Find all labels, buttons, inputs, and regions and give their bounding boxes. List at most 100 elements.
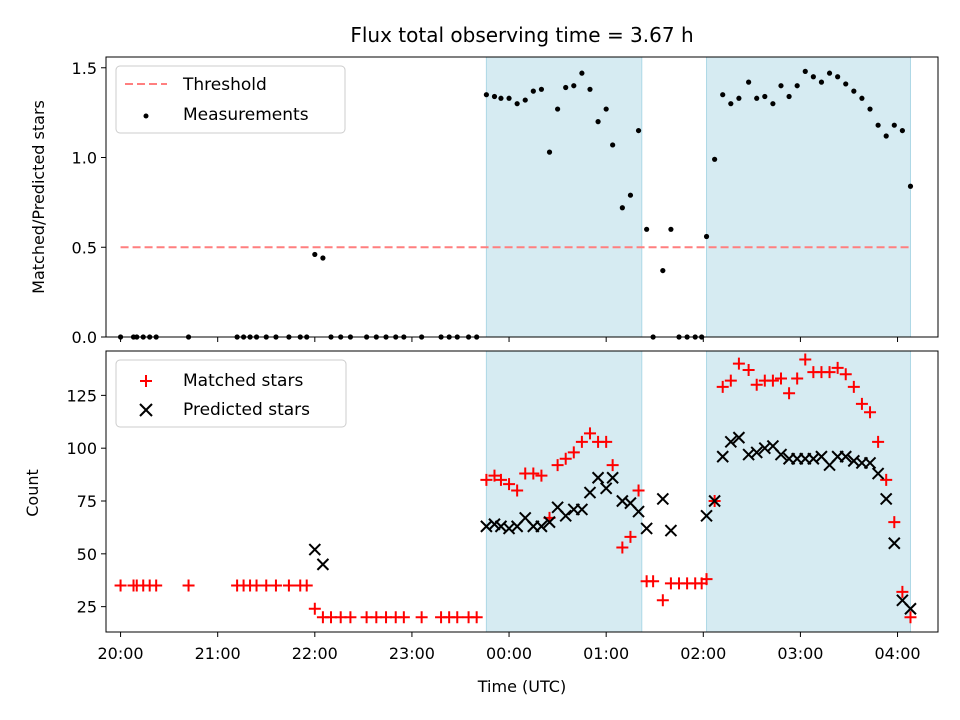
- bottom-predicted-point-18: [606, 471, 619, 484]
- bottom-matched-point-36: [511, 484, 524, 497]
- bottom-y-tick-label-2: 75: [77, 492, 97, 511]
- bottom-predicted-point-34: [774, 448, 788, 461]
- bottom-matched-point-50: [624, 530, 637, 543]
- bottom-matched-point-31: [470, 611, 483, 624]
- bottom-shaded-intervals: [485, 350, 911, 633]
- top-measurement-point-49: [619, 205, 625, 211]
- bottom-data-marks: [114, 353, 917, 624]
- top-plot-frame: [105, 56, 939, 338]
- top-measurement-point-16: [312, 251, 318, 258]
- bottom-predicted-point-0: [308, 543, 322, 556]
- bottom-matched-point-15: [300, 579, 313, 592]
- top-shaded-intervals: [485, 56, 911, 338]
- top-measurement-point-78: [851, 88, 857, 94]
- x-tick-label-6: 02:00: [680, 644, 726, 663]
- x-axis-label: Time (UTC): [477, 677, 566, 696]
- bottom-matched-point-35: [503, 478, 516, 491]
- bottom-matched-point-53: [647, 575, 660, 588]
- bottom-predicted-point-21: [632, 505, 645, 518]
- x-tick-label-1: 21:00: [195, 644, 241, 663]
- top-measurement-point-76: [835, 74, 841, 80]
- top-measurement-point-84: [899, 127, 905, 134]
- bottom-predicted-point-46: [871, 467, 885, 480]
- bottom-predicted-point-16: [591, 471, 605, 484]
- bottom-predicted-point-28: [724, 435, 738, 449]
- bottom-predicted-point-14: [575, 503, 589, 516]
- bottom-matched-point-41: [551, 459, 564, 472]
- bottom-matched-point-33: [488, 469, 501, 482]
- top-measurement-point-47: [603, 106, 609, 112]
- legend-predicted-swatch: [139, 403, 153, 417]
- top-measurement-point-70: [786, 93, 792, 100]
- bottom-predicted-point-10: [543, 515, 556, 529]
- bottom-matched-point-76: [831, 361, 844, 374]
- bottom-series-0: [114, 353, 917, 624]
- x-tick-label-8: 04:00: [874, 644, 920, 663]
- top-measurement-point-32: [483, 92, 489, 98]
- top-measurement-point-66: [754, 95, 760, 101]
- top-measurement-point-45: [587, 86, 593, 92]
- bottom-matched-point-5: [150, 579, 163, 592]
- bottom-matched-point-45: [583, 427, 596, 440]
- bottom-predicted-point-24: [664, 524, 678, 537]
- top-measurement-point-73: [810, 74, 816, 80]
- bottom-predicted-point-48: [888, 537, 901, 550]
- bottom-predicted-point-1: [316, 558, 330, 571]
- top-measurement-point-65: [746, 79, 752, 85]
- bottom-predicted-point-50: [904, 602, 917, 615]
- bottom-matched-point-32: [480, 473, 493, 486]
- bottom-matched-point-68: [766, 374, 779, 387]
- bottom-matched-point-72: [799, 353, 812, 366]
- top-measurement-point-50: [627, 192, 634, 198]
- legend-measurements-label: Measurements: [183, 105, 309, 125]
- bottom-predicted-point-23: [656, 492, 670, 506]
- bottom-matched-point-43: [567, 446, 580, 459]
- bottom-matched-point-51: [632, 484, 645, 497]
- top-measurement-point-85: [907, 183, 914, 189]
- top-measurement-point-41: [555, 106, 561, 112]
- x-tick-label-7: 03:00: [777, 644, 823, 663]
- bottom-matched-point-42: [559, 452, 572, 465]
- bottom-shaded-interval-1: [706, 350, 911, 633]
- bottom-panel: 25 50 75 100 125 20:00 21:00 22:00 23:00 00:00 01…: [23, 350, 939, 696]
- bottom-predicted-point-9: [535, 520, 548, 533]
- bottom-matched-point-66: [750, 378, 763, 391]
- top-measurement-point-43: [571, 83, 577, 89]
- bottom-y-tick-label-4: 125: [66, 386, 97, 405]
- legend-matched-swatch: [140, 375, 152, 387]
- bottom-predicted-point-12: [559, 509, 572, 523]
- legend-measurements-swatch: [143, 113, 149, 119]
- x-tick-label-0: 20:00: [98, 644, 144, 663]
- top-x-ticks: [120, 337, 899, 342]
- top-measurement-point-80: [867, 106, 873, 112]
- top-y-tick-label-1: 0.5: [72, 238, 97, 257]
- bottom-predicted-point-42: [839, 450, 852, 463]
- bottom-matched-point-70: [783, 387, 796, 400]
- top-series-0: [117, 68, 914, 340]
- x-tick-label-5: 01:00: [583, 644, 629, 663]
- top-measurement-point-55: [668, 226, 674, 232]
- bottom-matched-point-83: [888, 516, 901, 529]
- bottom-matched-point-60: [700, 573, 713, 586]
- top-measurement-point-83: [891, 122, 897, 128]
- top-y-tick-label-3: 1.5: [72, 59, 97, 78]
- bottom-matched-point-82: [880, 473, 893, 486]
- top-measurement-point-72: [802, 68, 808, 74]
- top-measurement-point-54: [660, 267, 666, 274]
- bottom-y-tick-label-0: 25: [77, 598, 97, 617]
- top-measurement-point-40: [546, 149, 553, 155]
- bottom-matched-point-65: [742, 364, 755, 377]
- bottom-predicted-point-29: [732, 431, 746, 444]
- top-measurement-point-63: [728, 101, 734, 107]
- top-measurement-point-34: [498, 95, 504, 101]
- bottom-predicted-point-22: [640, 522, 653, 535]
- top-y-ticks: 0.0 0.5 1.0 1.5: [72, 59, 106, 347]
- bottom-matched-point-38: [527, 467, 540, 480]
- top-legend: Threshold Measurements: [115, 65, 346, 134]
- bottom-y-tick-label-1: 50: [77, 545, 97, 564]
- bottom-predicted-point-27: [716, 450, 729, 463]
- bottom-matched-point-44: [575, 435, 588, 448]
- top-measurement-point-75: [826, 70, 833, 76]
